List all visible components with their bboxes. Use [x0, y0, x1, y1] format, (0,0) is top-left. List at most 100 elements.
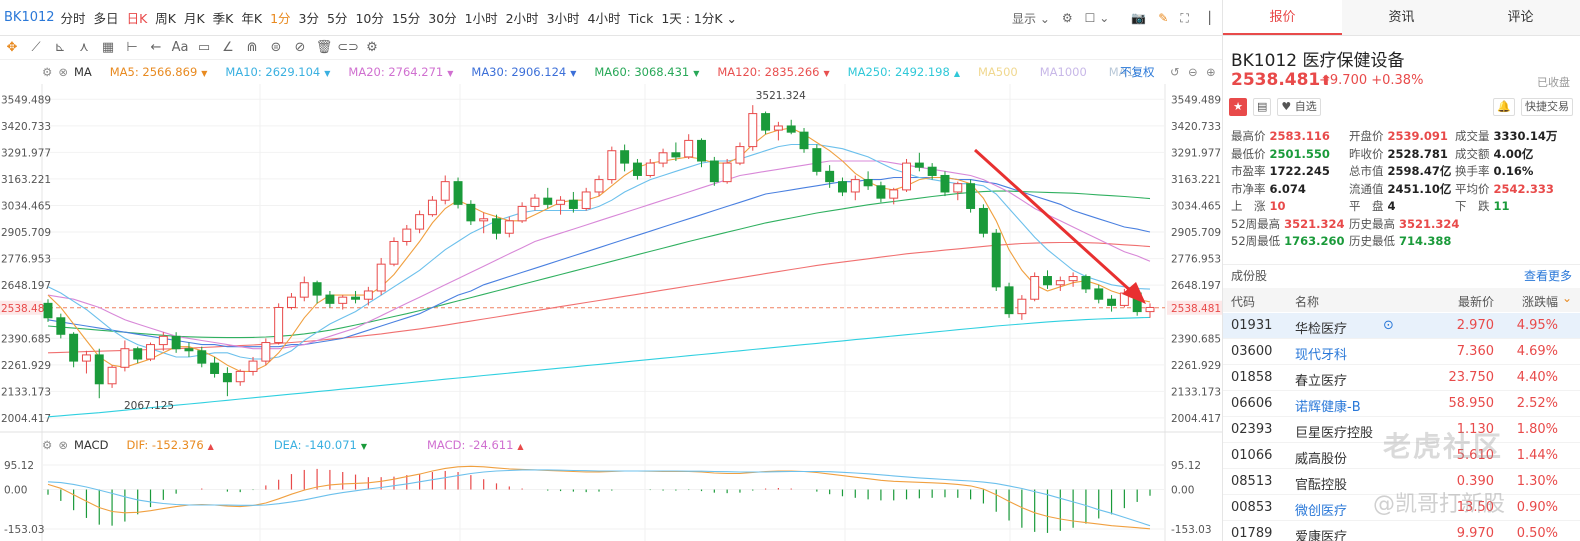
period-tab[interactable]: 2小时 [505, 11, 539, 26]
candle[interactable] [530, 194, 540, 211]
candle[interactable] [1094, 284, 1104, 304]
candle[interactable] [389, 237, 399, 267]
settings-icon[interactable]: ⚙ [42, 438, 53, 452]
candle[interactable] [902, 158, 912, 192]
period-tab[interactable]: 15分 [391, 11, 421, 26]
stock-code[interactable]: BK1012 [4, 10, 55, 25]
stock-name-cell[interactable]: 爱康医疗 [1295, 530, 1348, 541]
card-icon[interactable]: ▤ [1253, 98, 1272, 116]
watchlist-button[interactable]: ♥ 自选 [1277, 98, 1321, 116]
quote-tab[interactable]: 资讯 [1388, 10, 1415, 25]
arrow-icon[interactable]: ← [150, 40, 162, 55]
candle[interactable] [453, 177, 463, 209]
column-header[interactable]: 代码 [1231, 295, 1256, 309]
candle[interactable] [222, 367, 232, 397]
eye-icon[interactable]: ⊙ [1383, 318, 1394, 333]
line-icon[interactable]: ⟋ [31, 40, 41, 55]
candle[interactable] [274, 303, 284, 345]
stock-name-cell[interactable]: 微创医疗 [1295, 504, 1348, 519]
candle[interactable] [325, 290, 335, 308]
collapse-icon[interactable]: ▕ [1200, 11, 1210, 25]
column-header[interactable]: 涨跌幅 [1521, 295, 1558, 309]
candle[interactable] [1081, 274, 1091, 294]
candle[interactable] [1068, 272, 1078, 287]
candle[interactable] [504, 216, 514, 238]
candle[interactable] [94, 348, 104, 399]
candle[interactable] [697, 138, 706, 168]
candle[interactable] [299, 276, 309, 302]
candle[interactable] [210, 356, 220, 378]
stock-name-cell[interactable]: 官酝控股 [1295, 478, 1348, 493]
period-tab[interactable]: 10分 [355, 11, 384, 26]
candle[interactable] [184, 342, 194, 357]
candle[interactable] [632, 158, 642, 180]
candle[interactable] [556, 196, 566, 215]
link-icon[interactable]: ⊂⊃ [337, 40, 359, 55]
stock-name-cell[interactable]: 诺辉健康-B [1295, 400, 1361, 415]
period-tab[interactable]: 5分 [326, 11, 348, 26]
stock-name-cell[interactable]: 春立医疗 [1295, 374, 1348, 389]
candle[interactable] [312, 280, 322, 304]
candle[interactable] [543, 187, 553, 209]
table-row[interactable]: 01789 爱康医疗 9.970 0.50% [1223, 521, 1580, 541]
candle[interactable] [81, 350, 91, 374]
candle[interactable] [863, 171, 873, 190]
pencil-icon[interactable]: ✎ [1158, 11, 1169, 25]
candle[interactable] [889, 187, 899, 205]
table-row[interactable]: 08513 官酝控股 0.390 1.30% [1223, 469, 1580, 495]
stock-name-cell[interactable]: 华检医疗 [1295, 322, 1348, 337]
candle[interactable] [594, 175, 604, 197]
text-icon[interactable]: Aa [171, 40, 189, 55]
candle[interactable] [1107, 295, 1117, 312]
candle[interactable] [684, 134, 694, 159]
candle[interactable] [786, 119, 796, 135]
camera-icon[interactable]: 📷 [1131, 11, 1147, 25]
quick-trade-button[interactable]: 快捷交易 [1521, 98, 1573, 116]
candle[interactable] [1043, 270, 1052, 289]
stock-name-cell[interactable]: 现代牙科 [1295, 348, 1348, 363]
sort-icon[interactable]: ⌄ [1561, 291, 1572, 305]
candle[interactable] [966, 179, 976, 213]
candle[interactable] [351, 290, 361, 304]
lock-icon[interactable]: ⊜ [270, 40, 282, 55]
candle[interactable] [492, 214, 501, 240]
table-row[interactable]: 03600 现代牙科 7.360 4.69% [1223, 339, 1580, 365]
period-tab[interactable]: 周K [155, 11, 176, 26]
column-header[interactable]: 最新价 [1457, 295, 1494, 309]
settings-icon[interactable]: ⚙ [1061, 11, 1073, 25]
macd-type[interactable]: MACD [73, 438, 109, 452]
candle[interactable] [671, 142, 681, 162]
comment-icon[interactable]: ▭ [197, 40, 211, 55]
magnet-icon[interactable]: ⋒ [246, 40, 258, 55]
period-tab[interactable]: 1小时 [464, 11, 498, 26]
candle[interactable] [43, 299, 53, 322]
candle[interactable] [761, 111, 771, 135]
settings-icon[interactable]: ⚙ [42, 65, 53, 79]
candle[interactable] [850, 175, 860, 201]
candle[interactable] [158, 332, 168, 351]
move-icon[interactable]: ✥ [6, 40, 18, 55]
quote-tab[interactable]: 评论 [1507, 10, 1534, 25]
period-tab[interactable]: 季K [212, 11, 234, 26]
candle[interactable] [1055, 276, 1065, 291]
candle[interactable] [978, 204, 988, 238]
candle[interactable] [645, 158, 655, 178]
candle[interactable] [402, 224, 412, 246]
trend-arrow[interactable] [973, 148, 1146, 304]
candle[interactable] [825, 165, 835, 188]
candle[interactable] [440, 175, 450, 205]
table-row[interactable]: 01931 华检医疗 ⊙ 2.970 4.95% [1223, 313, 1580, 339]
candle[interactable] [581, 187, 591, 211]
candle[interactable] [1017, 295, 1027, 320]
undo-icon[interactable]: ↺ [1170, 65, 1180, 79]
candle[interactable] [991, 229, 1001, 291]
close-icon[interactable]: ⊗ [58, 438, 68, 452]
period-tab[interactable]: 多日 [93, 11, 119, 26]
candle[interactable] [953, 181, 963, 201]
candle[interactable] [56, 313, 66, 339]
candle[interactable] [876, 181, 886, 203]
period-tab[interactable]: 3分 [298, 11, 319, 26]
candle[interactable] [466, 200, 476, 225]
period-tab[interactable]: 分时 [60, 11, 86, 26]
candle[interactable] [197, 346, 207, 368]
